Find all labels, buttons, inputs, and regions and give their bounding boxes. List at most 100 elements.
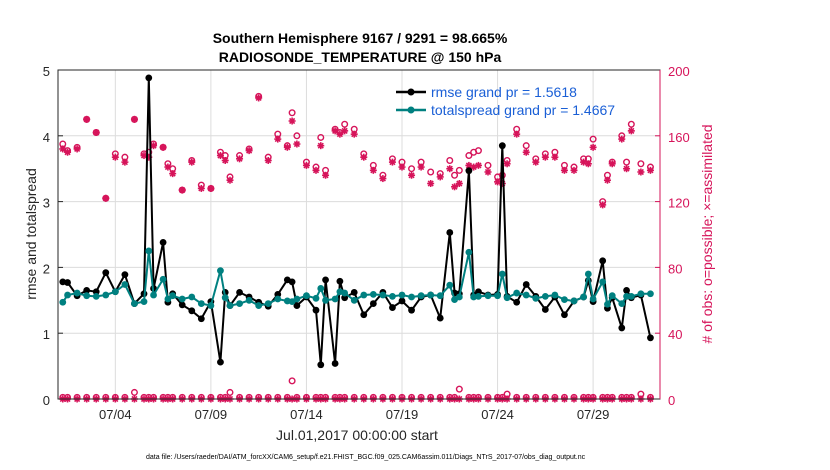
totalspread-point [274,295,282,303]
series-lines [59,74,654,369]
assimilated-obs-marker [197,184,205,192]
assimilated-obs-marker [288,117,296,125]
totalspread-point [541,292,549,300]
rmse-point [178,301,186,309]
assimilated-obs-marker [455,180,463,188]
legend-rmse-label: rmse grand pr = 1.5618 [431,84,577,100]
y-left-tick-label: 2 [43,261,50,276]
assimilated-obs-marker [379,175,387,183]
assimilated-obs-marker [599,201,607,209]
x-tick-label: 07/09 [195,407,228,422]
totalspread-point [623,292,630,300]
totalspread-point [131,300,138,307]
totalspread-point [436,292,444,300]
totalspread-point [608,292,616,300]
totalspread-point [465,248,473,256]
assimilated-obs-marker [188,158,196,166]
assimilated-obs-marker [207,184,215,192]
totalspread-point [580,293,587,301]
x-tick-label: 07/29 [577,407,610,422]
assimilated-obs-marker [283,143,291,151]
y-right-tick-label: 40 [668,327,682,342]
totalspread-point [331,295,339,303]
assimilated-obs-marker [584,160,592,168]
totalspread-point [312,294,320,302]
rmse-point [197,315,205,323]
assimilated-obs-marker [178,186,186,194]
x-tick-label: 07/24 [481,407,514,422]
assimilated-obs-marker [121,158,129,166]
assimilated-obs-marker [417,163,425,171]
totalspread-point [618,300,626,307]
rmse-point [618,324,626,332]
assimilated-obs-marker [317,142,325,150]
rmse-point [360,311,368,319]
totalspread-point [264,300,272,307]
totalspread-point [245,296,253,304]
assimilated-obs-marker [646,166,654,174]
possible-obs-marker [484,161,492,169]
assimilated-obs-marker [522,148,530,156]
assimilated-obs-marker [159,143,167,151]
assimilated-obs-marker [498,180,506,188]
assimilated-obs-marker [236,155,244,163]
y-left-tick-label: 0 [43,393,50,408]
rmse-point [331,360,339,367]
totalspread-point [140,298,148,306]
y-right-tick-label: 120 [668,196,690,211]
totalspread-point [513,289,521,297]
assimilated-obs-marker [64,148,72,156]
totalspread-point [236,300,243,307]
assimilated-obs-marker [245,147,253,155]
totalspread-point [360,291,368,299]
totalspread-point [561,296,568,304]
totalspread-point [207,302,215,309]
assimilated-obs-marker [293,140,301,148]
totalspread-point [293,295,301,303]
legend-spread-marker [407,106,415,114]
assimilated-obs-marker [503,160,511,168]
possible-obs-near-zero-marker [226,388,234,396]
assimilated-obs-marker [541,153,549,161]
legend-spread-label: totalspread grand pr = 1.4667 [431,102,615,118]
totalspread-point [475,292,482,300]
chart-subtitle: RADIOSONDE_TEMPERATURE @ 150 hPa [219,49,502,65]
totalspread-point [59,298,67,306]
totalspread-point [303,292,310,300]
possible-obs-marker [589,135,597,143]
totalspread-point [589,295,597,303]
totalspread-point [417,292,425,300]
y-left-tick-label: 4 [43,130,50,145]
rmse-point [513,298,521,306]
assimilated-obs-marker [637,168,645,176]
y-left-axis-label: rmse and totalspread [23,168,39,300]
possible-obs-marker [288,109,296,117]
rmse-point [312,306,320,314]
assimilated-obs-marker [589,143,597,151]
assimilated-obs-marker [408,171,416,179]
rmse-point [465,167,473,175]
x-axis-label: Jul.01,2017 00:00:00 start [276,427,438,443]
assimilated-obs-marker [398,163,406,171]
possible-obs-near-zero-marker [288,377,296,385]
rmse-point [647,334,654,342]
assimilated-obs-marker [446,165,454,173]
assimilated-obs-marker [302,161,310,169]
totalspread-point [102,291,110,299]
assimilated-obs-marker [427,180,435,188]
totalspread-point [369,290,377,298]
rmse-point [322,276,329,284]
rmse-point [522,281,530,288]
y-right-tick-label: 0 [668,393,675,408]
assimilated-obs-marker [111,153,119,161]
plot-area [58,70,660,399]
y-left-tick-label: 5 [43,64,50,79]
possible-obs-marker [317,133,325,141]
assimilated-obs-marker [474,161,482,169]
assimilated-obs-marker [350,130,358,138]
rmse-point [398,297,406,305]
rmse-point [408,306,415,314]
rmse-point [188,307,196,315]
totalspread-point [111,288,119,296]
totalspread-point [427,291,435,299]
